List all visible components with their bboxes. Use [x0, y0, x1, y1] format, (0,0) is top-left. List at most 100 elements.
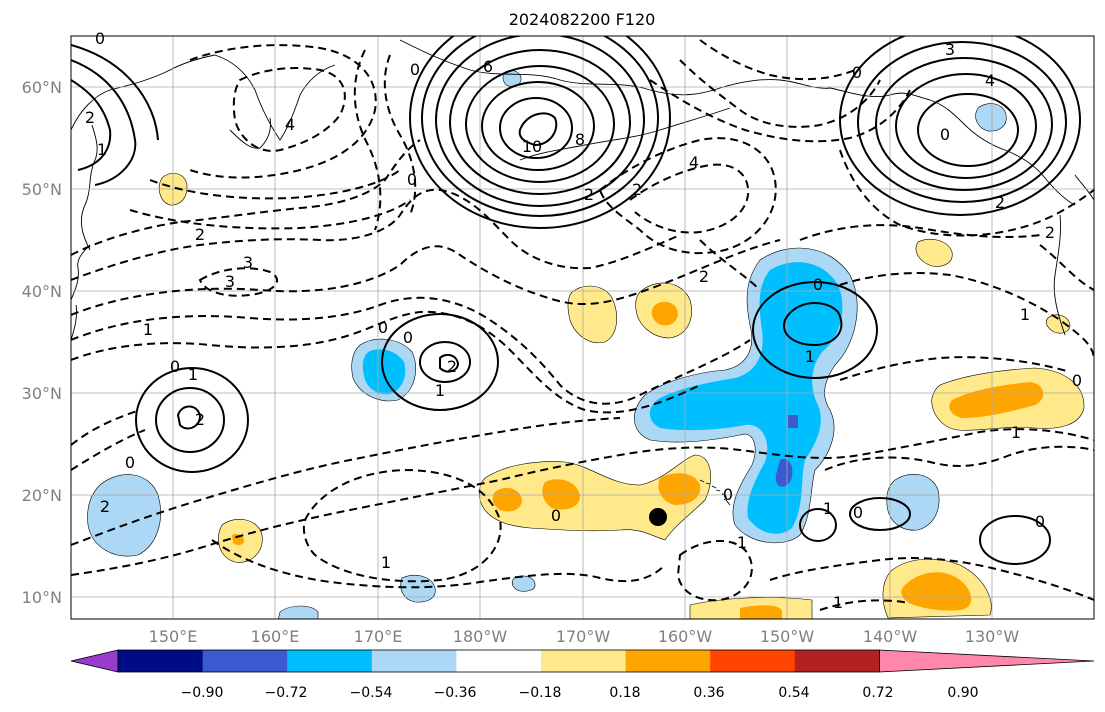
contour-label: 3	[225, 272, 235, 291]
contour-dash-16	[769, 557, 1094, 601]
contour-dash-30	[699, 239, 761, 291]
contour-label: 2	[1045, 223, 1055, 242]
colorbar	[70, 649, 1095, 673]
colorbar-tick-label: −0.54	[350, 685, 393, 701]
contour-label: 4	[689, 153, 699, 172]
colorbar-segment	[202, 650, 288, 672]
contour-dash-21	[189, 44, 377, 179]
contour-label: 2	[195, 410, 205, 429]
contour-label: 6	[483, 57, 493, 76]
contour-dash-4	[71, 188, 681, 281]
contour-nw-corner	[71, 44, 159, 186]
coast-hawaii-islands	[705, 482, 731, 506]
pos-area-band-core-1	[492, 487, 522, 512]
contour-label: 0	[1072, 371, 1082, 390]
contour-high-central-2	[783, 301, 843, 347]
contour-dash-13	[211, 539, 666, 589]
contour-dash-15	[824, 445, 1094, 471]
contour-label: 3	[243, 253, 253, 272]
contour-label: 1	[737, 533, 747, 552]
colorbar-tick-label: −0.90	[181, 685, 224, 701]
contour-dash-27	[699, 39, 856, 81]
contour-high-bering-7	[499, 97, 573, 159]
lon-label: 150°E	[149, 627, 198, 646]
contour-dash-17	[819, 599, 911, 611]
pos-area-band-core-2	[542, 479, 580, 510]
colorbar-tick-label: 0.54	[778, 685, 809, 701]
neg-area-east-1	[886, 473, 940, 531]
contour-label: 0	[852, 63, 862, 82]
contour-label: 2	[632, 180, 642, 199]
contour-dash-19	[799, 224, 1071, 381]
contour-label: 0	[1035, 512, 1045, 531]
colorbar-tick-label: −0.18	[519, 685, 562, 701]
colorbar-segment	[794, 650, 880, 672]
pos-area-coast	[1045, 314, 1071, 334]
contour-dash-23	[383, 54, 417, 216]
lon-label: 170°W	[556, 627, 611, 646]
neg-area-alaska	[975, 103, 1007, 132]
contour-dash-2	[71, 310, 701, 414]
longitude-labels: 150°E 160°E 170°E 180°W 170°W 160°W 150°…	[149, 627, 1020, 646]
map-frame	[70, 35, 1095, 620]
contour-dash-12	[302, 468, 502, 583]
colorbar-tick-label: 0.36	[693, 685, 724, 701]
contour-high-bering-3	[435, 36, 645, 207]
pos-area-west-core	[232, 533, 245, 546]
contour-high-s1	[849, 497, 911, 531]
contour-dash-26	[649, 79, 911, 143]
solid-contours	[71, 36, 1081, 565]
coast-aleutians	[519, 107, 731, 161]
contour-high-alaska-5	[917, 93, 1019, 167]
contour-high-s2	[799, 508, 837, 542]
contour-dash-6	[198, 267, 278, 297]
coast-kamchatka	[214, 54, 336, 149]
contour-dash-3	[71, 239, 781, 316]
neg-area-blue-1	[788, 415, 798, 428]
contour-label: 1	[823, 499, 833, 518]
contour-high-date-2	[419, 341, 471, 383]
neg-area-central-core	[649, 262, 843, 534]
colorbar-tick-label: 0.90	[947, 685, 978, 701]
contour-label: 1	[97, 140, 107, 159]
dashed-contours	[71, 39, 1094, 611]
contour-label: 1	[435, 381, 445, 400]
contour-label: 1	[143, 320, 153, 339]
gridlines	[71, 36, 1094, 619]
contour-high-alaska-2	[857, 41, 1067, 203]
negative-anomaly-areas	[87, 70, 1007, 619]
contour-label: 3	[945, 40, 955, 59]
contour-dash-28	[839, 149, 1094, 237]
lat-label: 20°N	[22, 486, 62, 505]
contour-high-west-2	[155, 387, 225, 453]
contour-label: 2	[699, 267, 709, 286]
colorbar-segment	[710, 650, 796, 672]
contour-label: 0	[940, 125, 950, 144]
colorbar-tick-label: −0.36	[434, 685, 477, 701]
colorbar-segment	[371, 650, 457, 672]
neg-area-small-2	[511, 575, 536, 592]
neg-area-blue-2	[775, 459, 793, 487]
lon-label: 160°W	[658, 627, 713, 646]
contour-label: 1	[1011, 423, 1021, 442]
contour-high-central-1	[752, 281, 878, 379]
colorbar-segment	[625, 650, 711, 672]
contour-dash-5	[71, 139, 421, 256]
colorbar-tick-label: 0.72	[862, 685, 893, 701]
contour-dash-29	[1039, 244, 1094, 291]
contour-label: 1	[381, 553, 391, 572]
pos-area-mid-2-core	[651, 301, 678, 326]
location-marker	[649, 508, 667, 526]
contour-label: 8	[575, 130, 585, 149]
contour-label: 2	[100, 497, 110, 516]
contour-high-bering-5	[465, 65, 615, 183]
contour-dash-11	[71, 417, 621, 546]
contour-label: 0	[95, 29, 105, 48]
contour-dash-24	[353, 49, 382, 231]
lat-label: 40°N	[22, 282, 62, 301]
latitude-labels: 60°N 50°N 40°N 30°N 20°N 10°N	[22, 78, 62, 607]
contour-label: 0	[410, 60, 420, 79]
pos-area-east-core	[949, 382, 1044, 418]
contour-dash-22	[129, 169, 411, 230]
